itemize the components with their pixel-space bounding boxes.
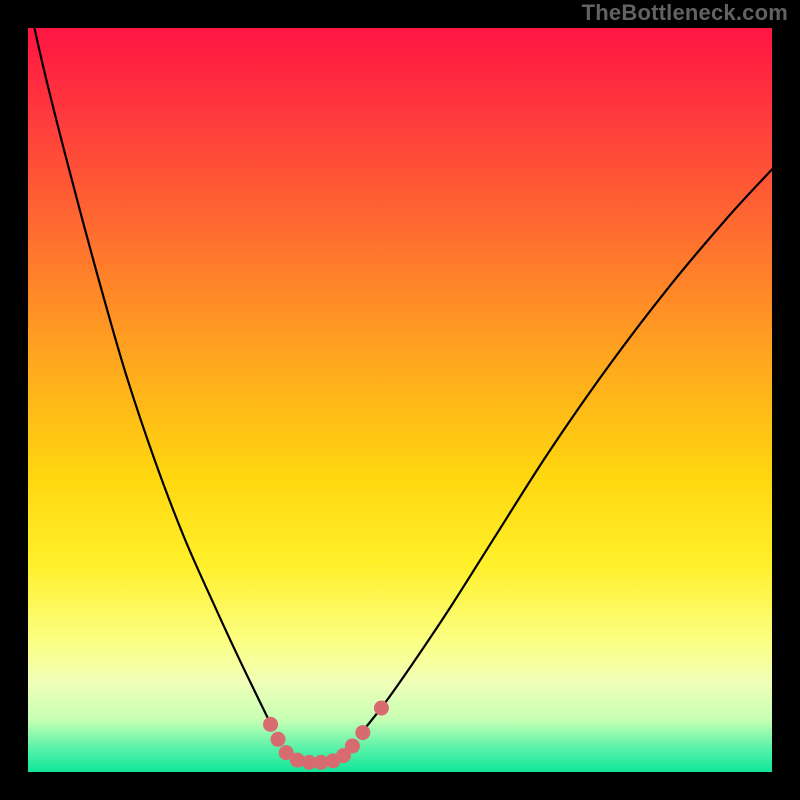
valley-marker bbox=[345, 738, 360, 753]
valley-marker bbox=[355, 725, 370, 740]
plot-area bbox=[28, 28, 772, 772]
valley-marker bbox=[270, 732, 285, 747]
valley-marker bbox=[263, 717, 278, 732]
watermark-text: TheBottleneck.com bbox=[582, 0, 788, 26]
valley-marker bbox=[374, 701, 389, 716]
